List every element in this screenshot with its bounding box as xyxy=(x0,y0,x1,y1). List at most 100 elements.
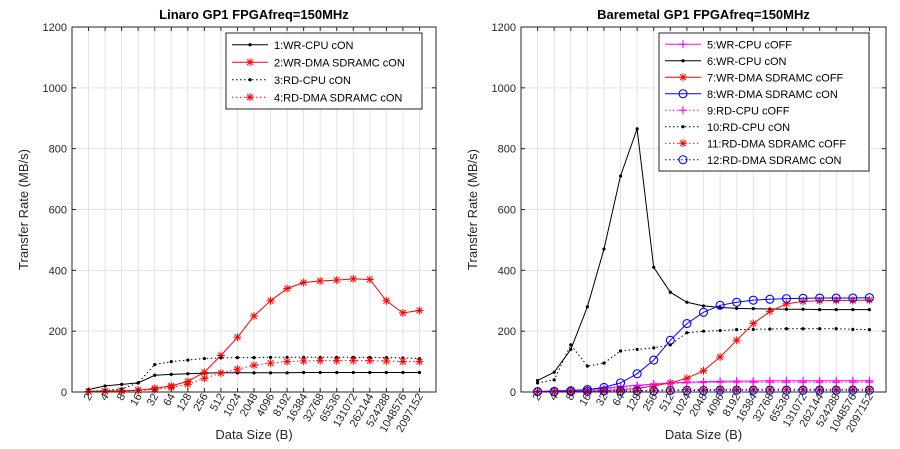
legend-entry: 2:WR-DMA SDRAMC cON xyxy=(232,57,405,69)
data-point xyxy=(332,276,341,285)
x-tick-label: 128 xyxy=(175,392,195,414)
x-tick-label: 8 xyxy=(115,392,128,403)
data-point xyxy=(318,370,322,375)
data-point xyxy=(398,308,407,317)
data-point xyxy=(632,369,642,379)
data-point xyxy=(732,336,741,345)
y-tick-label: 1000 xyxy=(43,83,67,95)
legend-marker xyxy=(246,93,254,102)
data-point xyxy=(552,378,556,382)
legend-box xyxy=(658,32,870,172)
data-point xyxy=(784,307,789,311)
data-point xyxy=(250,311,258,320)
legend-marker xyxy=(679,106,687,115)
data-point xyxy=(285,355,289,359)
y-tick-label: 400 xyxy=(498,265,516,277)
y-axis-label: Transfer Rate (MB/s) xyxy=(16,149,31,270)
y-tick-label: 800 xyxy=(49,144,67,156)
data-point xyxy=(748,385,758,395)
data-point xyxy=(834,307,838,312)
legend-marker xyxy=(678,89,688,99)
data-point xyxy=(784,327,789,331)
data-point xyxy=(815,293,825,303)
data-point xyxy=(200,374,209,383)
data-point xyxy=(781,294,792,304)
legend-entry: 8:WR-DMA SDRAMC cON xyxy=(665,89,838,101)
series-line xyxy=(537,297,870,393)
x-tick-label: 2 xyxy=(531,392,544,403)
legend-label: 11:RD-DMA SDRAMC cOFF xyxy=(707,138,846,150)
x-tick-label: 2 xyxy=(82,392,95,403)
data-point xyxy=(233,365,242,374)
legend-label: 2:WR-DMA SDRAMC cON xyxy=(274,57,405,69)
legend-entry: 5:WR-CPU cOFF xyxy=(665,39,792,51)
data-point xyxy=(682,385,692,396)
data-point xyxy=(765,378,774,387)
data-point xyxy=(615,386,626,396)
data-point xyxy=(699,366,708,375)
x-tick-label: 256 xyxy=(641,392,661,414)
data-point xyxy=(716,353,725,362)
data-point xyxy=(535,381,540,385)
data-point xyxy=(716,378,725,387)
data-point xyxy=(818,327,822,331)
data-point xyxy=(685,331,689,335)
legend-label: 6:WR-CPU cON xyxy=(707,56,787,68)
data-point xyxy=(153,373,157,377)
data-point xyxy=(602,361,606,365)
legend-label: 7:WR-DMA SDRAMC cOFF xyxy=(707,72,844,84)
data-point xyxy=(848,385,858,395)
legend-marker xyxy=(679,73,687,82)
legend-entry: 7:WR-DMA SDRAMC cOFF xyxy=(665,72,844,84)
data-point xyxy=(751,327,755,331)
data-point xyxy=(332,356,341,365)
data-point xyxy=(751,307,755,311)
data-point xyxy=(718,328,722,333)
x-tick-label: 8 xyxy=(564,392,577,403)
data-point xyxy=(252,371,256,375)
data-point xyxy=(864,293,874,303)
data-point xyxy=(216,369,225,378)
data-point xyxy=(186,372,190,376)
legend-marker xyxy=(679,40,687,49)
data-point xyxy=(668,343,672,347)
data-point xyxy=(649,386,659,396)
data-point xyxy=(299,356,308,365)
legend-marker xyxy=(679,139,687,148)
y-tick-label: 0 xyxy=(510,387,516,399)
y-tick-label: 1000 xyxy=(492,83,516,95)
x-tick-label: 4 xyxy=(547,392,560,403)
data-point xyxy=(582,386,592,396)
data-point xyxy=(768,327,772,331)
data-point xyxy=(398,357,407,366)
data-point xyxy=(682,319,692,329)
data-point xyxy=(834,327,838,331)
legend: 1:WR-CPU cON 2:WR-DMA SDRAMC cON 3:RD-CPU … xyxy=(225,32,423,110)
y-tick-label: 0 xyxy=(61,387,67,399)
legend-entry: 1:WR-CPU cON xyxy=(232,40,354,52)
data-point xyxy=(715,385,725,395)
legend-marker xyxy=(681,59,685,63)
legend-label: 5:WR-CPU cOFF xyxy=(707,39,792,51)
y-tick-label: 800 xyxy=(498,144,516,156)
data-point xyxy=(602,247,606,251)
legend-label: 4:RD-DMA SDRAMC cON xyxy=(274,92,402,104)
series-4 xyxy=(84,356,424,396)
data-point xyxy=(665,385,675,396)
data-point xyxy=(864,385,874,395)
data-point xyxy=(649,355,659,365)
legend-entry: 6:WR-CPU cON xyxy=(665,56,787,68)
data-point xyxy=(732,297,742,307)
legend-entry: 9:RD-CPU cOFF xyxy=(665,105,790,117)
legend-label: 9:RD-CPU cOFF xyxy=(707,105,790,117)
data-point xyxy=(415,306,424,315)
legend-marker xyxy=(246,58,254,67)
data-point xyxy=(685,300,689,304)
data-point xyxy=(848,296,857,305)
series-2 xyxy=(535,127,872,383)
data-point xyxy=(701,304,706,308)
legend-label: 8:WR-DMA SDRAMC cON xyxy=(707,89,838,101)
data-point xyxy=(169,359,173,364)
